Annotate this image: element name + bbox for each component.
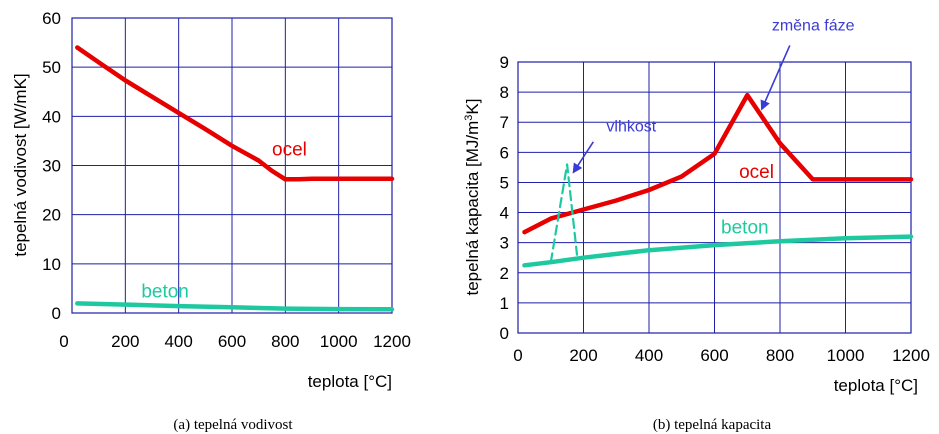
series-line-ocel xyxy=(75,45,395,182)
chart-b-series-labels: ocel beton xyxy=(721,162,774,239)
chart-a-x-ticks: 0 200 400 600 800 1000 1200 xyxy=(59,332,411,351)
chart-a-plot-frame xyxy=(71,17,393,314)
y-tick-label: 40 xyxy=(42,107,61,126)
series-label-ocel: ocel xyxy=(272,140,307,161)
chart-b-annotations: vlhkost změna fáze xyxy=(572,17,855,174)
chart-b-y-axis-label: tepelná kapacita [MJ/m3K] xyxy=(463,99,482,296)
y-tick-label: 20 xyxy=(42,206,61,225)
y-tick-label: 0 xyxy=(500,324,509,343)
y-tick-label: 7 xyxy=(500,113,509,132)
y-tick-label: 10 xyxy=(42,255,61,274)
chart-b-grid xyxy=(518,62,911,333)
annotation-label: změna fáze xyxy=(772,17,855,34)
series-label-ocel: ocel xyxy=(739,162,774,183)
y-tick-label: 3 xyxy=(500,234,509,253)
y-tick-label: 1 xyxy=(500,294,509,313)
chart-a-series-labels: ocel beton xyxy=(141,140,307,303)
chart-heat-capacity: 0 1 2 3 4 5 6 7 8 9 0 200 400 600 800 1000 1200 ocel bet… xyxy=(463,17,930,433)
y-tick-label: 9 xyxy=(500,53,509,72)
x-tick-label: 400 xyxy=(635,346,663,365)
chart-b-y-axis-label-unit-end: K] xyxy=(463,99,482,115)
chart-a-grid xyxy=(72,18,392,313)
annotation-arrow xyxy=(760,45,791,111)
series-line-ocel xyxy=(522,92,914,235)
x-tick-label: 600 xyxy=(700,346,728,365)
x-tick-label: 1200 xyxy=(892,346,930,365)
x-tick-label: 400 xyxy=(164,332,192,351)
series-line-beton xyxy=(522,234,914,268)
chart-b-y-ticks: 0 1 2 3 4 5 6 7 8 9 xyxy=(500,53,509,343)
annotation-label: vlhkost xyxy=(606,118,656,135)
chart-a-caption: (a) tepelná vodivost xyxy=(173,417,293,433)
x-tick-label: 0 xyxy=(513,346,522,365)
x-tick-label: 800 xyxy=(271,332,299,351)
y-tick-label: 6 xyxy=(500,143,509,162)
series-line-vlhkost xyxy=(549,163,579,264)
x-tick-label: 0 xyxy=(59,332,68,351)
chart-a-x-axis-label: teplota [°C] xyxy=(308,372,392,391)
chart-a-y-axis-label: tepelná vodivost [W/mK] xyxy=(11,73,30,256)
series-label-beton: beton xyxy=(721,218,769,239)
chart-b-x-ticks: 0 200 400 600 800 1000 1200 xyxy=(513,346,930,365)
y-tick-label: 2 xyxy=(500,264,509,283)
y-tick-label: 50 xyxy=(42,58,61,77)
y-tick-label: 60 xyxy=(42,9,61,28)
series-label-beton: beton xyxy=(141,281,189,302)
chart-b-x-axis-label: teplota [°C] xyxy=(834,376,918,395)
series-line-beton xyxy=(75,301,395,312)
chart-thermal-conductivity: 0 10 20 30 40 50 60 0 200 400 600 800 1000 1200 ocel… xyxy=(11,9,411,433)
chart-b-caption: (b) tepelná kapacita xyxy=(653,417,772,433)
x-tick-label: 200 xyxy=(569,346,597,365)
x-tick-label: 600 xyxy=(218,332,246,351)
x-tick-label: 800 xyxy=(766,346,794,365)
y-tick-label: 30 xyxy=(42,157,61,176)
chart-a-y-ticks: 0 10 20 30 40 50 60 xyxy=(42,9,61,323)
chart-b-plot-frame xyxy=(517,61,912,334)
y-tick-label: 4 xyxy=(500,204,509,223)
chart-b-y-axis-label-main: tepelná kapacita [MJ/m xyxy=(463,121,482,296)
chart-a-series xyxy=(75,45,395,312)
x-tick-label: 200 xyxy=(111,332,139,351)
x-tick-label: 1200 xyxy=(373,332,411,351)
x-tick-label: 1000 xyxy=(827,346,865,365)
chart-b-y-axis-label-superscript: 3 xyxy=(463,115,475,121)
annotation-arrow xyxy=(572,141,594,174)
y-tick-label: 8 xyxy=(500,83,509,102)
x-tick-label: 1000 xyxy=(320,332,358,351)
chart-b-series xyxy=(522,92,914,268)
y-tick-label: 0 xyxy=(52,304,61,323)
y-tick-label: 5 xyxy=(500,173,509,192)
